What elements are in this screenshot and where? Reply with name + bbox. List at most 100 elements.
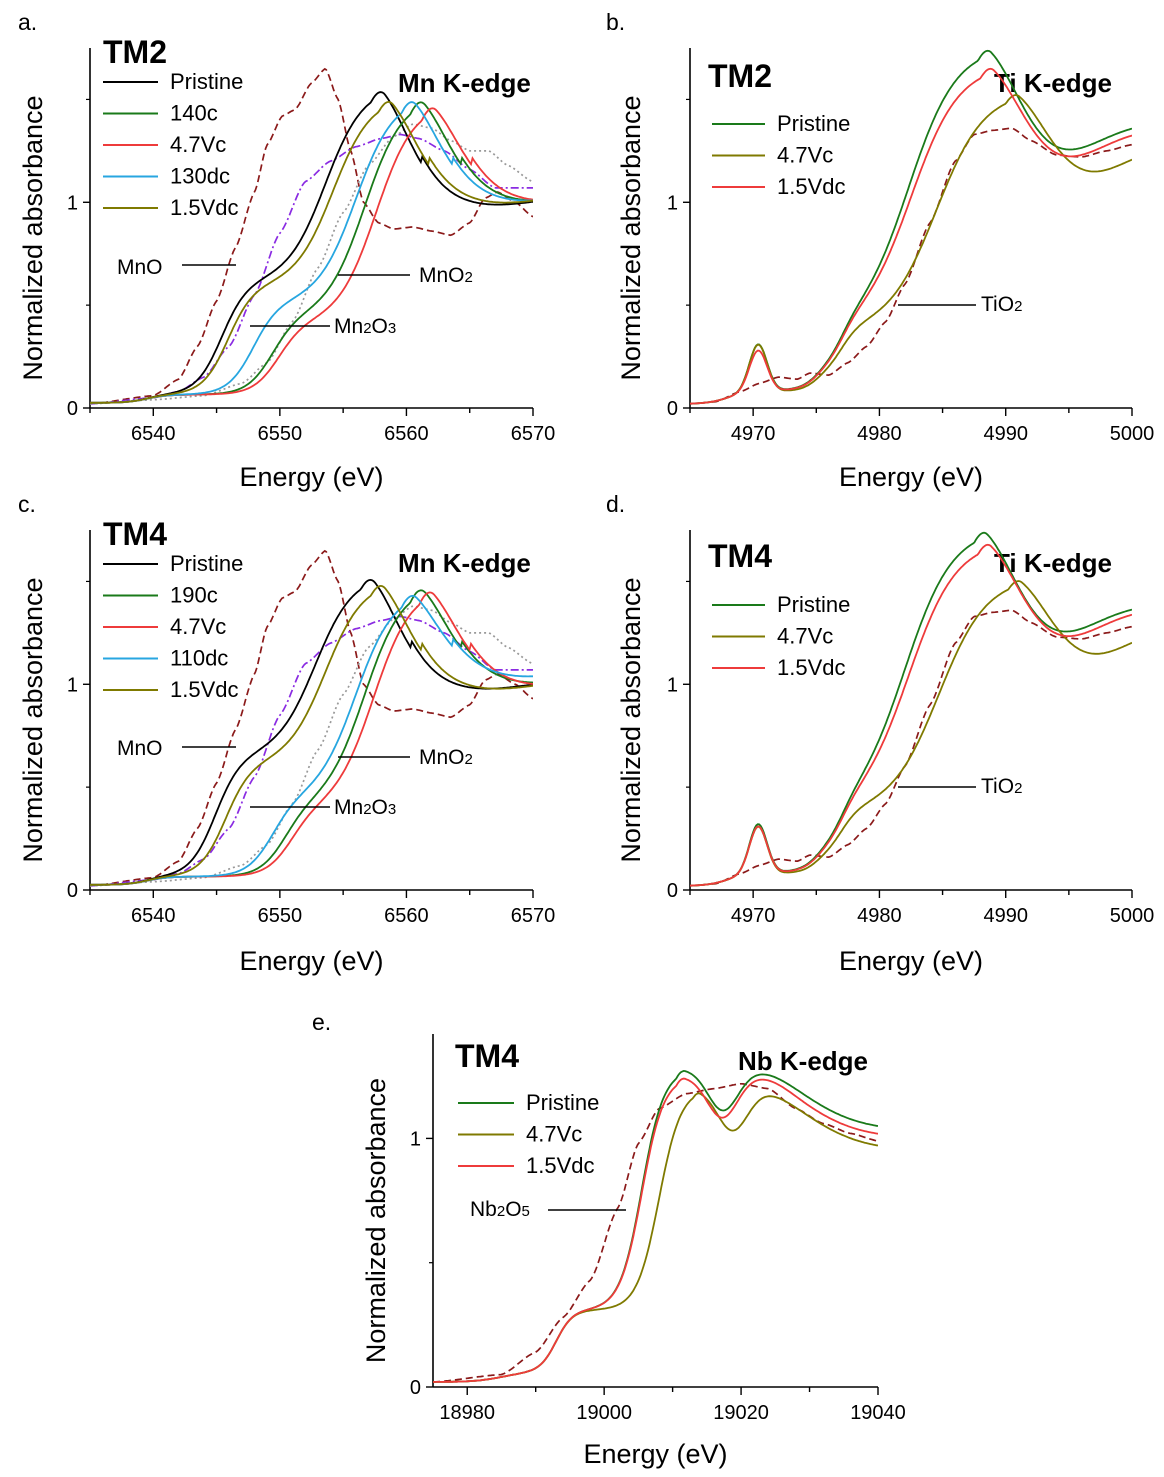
legend-entry: 4.7Vc bbox=[170, 132, 226, 157]
reference-label: Nb2O5 bbox=[470, 1198, 530, 1221]
y-tick-label: 1 bbox=[67, 674, 78, 696]
y-tick-label: 1 bbox=[67, 192, 78, 214]
reference-label: Mn2O3 bbox=[334, 796, 396, 819]
sample-label: TM2 bbox=[103, 34, 167, 70]
panel-b: 4970 4980 4990 5000 0 1 Energy (eV) Normalized … bbox=[606, 9, 1154, 492]
x-tick-label: 6570 bbox=[511, 905, 556, 927]
reference-label: MnO bbox=[117, 256, 163, 279]
series-line-tio2 bbox=[690, 127, 1132, 405]
series-line-130dc bbox=[90, 101, 533, 404]
legend-entry: Pristine bbox=[170, 69, 243, 94]
x-tick-label: 4980 bbox=[857, 905, 902, 927]
series-line-4-7vc bbox=[690, 580, 1132, 887]
legend-entry: 1.5Vdc bbox=[170, 677, 239, 702]
x-tick-label: 4970 bbox=[731, 423, 776, 445]
series-line-pristine bbox=[90, 578, 533, 886]
series-line-140c bbox=[90, 101, 533, 404]
series-line-4-7vc bbox=[690, 94, 1132, 405]
y-tick-label: 0 bbox=[67, 880, 78, 902]
reference-label: TiO2 bbox=[981, 775, 1022, 798]
y-axis-title: Normalized absorbance bbox=[18, 577, 48, 862]
x-axis-title: Energy (eV) bbox=[239, 946, 383, 976]
x-tick-label: 6550 bbox=[258, 423, 303, 445]
x-tick-label: 5000 bbox=[1110, 423, 1155, 445]
x-tick-label: 6550 bbox=[258, 905, 303, 927]
panel-label: e. bbox=[312, 1009, 331, 1035]
x-tick-label: 6560 bbox=[384, 423, 429, 445]
legend-entry: 130dc bbox=[170, 164, 230, 189]
edge-label: Ti K-edge bbox=[994, 68, 1112, 98]
sample-label: TM4 bbox=[708, 538, 772, 574]
y-tick-label: 0 bbox=[667, 880, 678, 902]
legend-entry: 4.7Vc bbox=[170, 614, 226, 639]
x-tick-label: 4990 bbox=[983, 423, 1028, 445]
y-tick-label: 1 bbox=[667, 674, 678, 696]
y-tick-label: 1 bbox=[410, 1128, 421, 1150]
y-tick-label: 0 bbox=[667, 398, 678, 420]
legend-entry: 1.5Vdc bbox=[170, 195, 239, 220]
x-tick-label: 6540 bbox=[131, 423, 176, 445]
legend-entry: Pristine bbox=[777, 111, 850, 136]
series-line-mno bbox=[90, 549, 533, 887]
x-tick-label: 4970 bbox=[731, 905, 776, 927]
x-axis-title: Energy (eV) bbox=[583, 1439, 727, 1469]
x-tick-label: 4990 bbox=[983, 905, 1028, 927]
x-tick-label: 19020 bbox=[713, 1402, 769, 1424]
panel-label: a. bbox=[18, 9, 37, 35]
edge-label: Nb K-edge bbox=[738, 1046, 868, 1076]
reference-label: MnO2 bbox=[419, 746, 473, 769]
y-tick-label: 0 bbox=[410, 1377, 421, 1399]
panel-label: b. bbox=[606, 9, 625, 35]
legend-entry: Pristine bbox=[526, 1090, 599, 1115]
panel-e: 18980 19000 19020 19040 0 1 Energy (eV) Normali… bbox=[312, 1009, 906, 1469]
legend-entry: 190c bbox=[170, 583, 218, 608]
panel-label: c. bbox=[18, 491, 36, 517]
sample-label: TM4 bbox=[455, 1038, 519, 1074]
series-line-mn2o3 bbox=[90, 615, 533, 887]
y-axis-title: Normalized absorbance bbox=[361, 1078, 391, 1363]
x-axis-title: Energy (eV) bbox=[239, 462, 383, 492]
y-axis-title: Normalized absorbance bbox=[18, 95, 48, 380]
legend-entry: 4.7Vc bbox=[526, 1122, 582, 1147]
x-tick-label: 5000 bbox=[1110, 905, 1155, 927]
series-line-1-5vdc bbox=[690, 67, 1132, 405]
edge-label: Mn K-edge bbox=[398, 68, 531, 98]
series-line-1-5vdc bbox=[90, 100, 533, 404]
panel-label: d. bbox=[606, 491, 625, 517]
series-line-mno bbox=[90, 67, 533, 405]
x-tick-label: 19040 bbox=[850, 1402, 906, 1424]
series-line-1-5vdc bbox=[433, 1077, 878, 1383]
panel-d: 4970 4980 4990 5000 0 1 Energy (eV) Normalized … bbox=[606, 491, 1154, 976]
reference-label: MnO bbox=[117, 737, 163, 760]
legend-entry: 4.7Vc bbox=[777, 624, 833, 649]
x-axis-title: Energy (eV) bbox=[839, 946, 983, 976]
x-tick-label: 19000 bbox=[576, 1402, 632, 1424]
series-line-1-5vdc bbox=[90, 584, 533, 886]
legend-entry: 4.7Vc bbox=[777, 143, 833, 168]
series-line-pristine bbox=[90, 91, 533, 404]
series-line-pristine bbox=[690, 531, 1132, 887]
sample-label: TM4 bbox=[103, 516, 167, 552]
x-tick-label: 6540 bbox=[131, 905, 176, 927]
x-tick-label: 4980 bbox=[857, 423, 902, 445]
y-tick-label: 1 bbox=[667, 192, 678, 214]
panel-c: 6540 6550 6560 6570 0 1 Energy (eV) Normalized … bbox=[18, 491, 555, 976]
y-tick-label: 0 bbox=[67, 398, 78, 420]
x-tick-label: 18980 bbox=[439, 1402, 495, 1424]
x-axis-title: Energy (eV) bbox=[839, 462, 983, 492]
panel-a: 6540 6550 6560 6570 0 1 Energy (eV) Normalized … bbox=[18, 9, 555, 492]
edge-label: Mn K-edge bbox=[398, 548, 531, 578]
legend-entry: 1.5Vdc bbox=[526, 1153, 595, 1178]
reference-label: Mn2O3 bbox=[334, 315, 396, 338]
x-tick-label: 6560 bbox=[384, 905, 429, 927]
legend-entry: 1.5Vdc bbox=[777, 174, 846, 199]
legend-entry: Pristine bbox=[170, 551, 243, 576]
x-tick-label: 6570 bbox=[511, 423, 556, 445]
legend-entry: 110dc bbox=[170, 646, 228, 671]
series-line-1-5vdc bbox=[690, 543, 1132, 887]
reference-label: TiO2 bbox=[981, 293, 1022, 316]
legend-entry: 140c bbox=[170, 101, 218, 126]
y-axis-title: Normalized absorbance bbox=[616, 577, 646, 862]
reference-label: MnO2 bbox=[419, 264, 473, 287]
